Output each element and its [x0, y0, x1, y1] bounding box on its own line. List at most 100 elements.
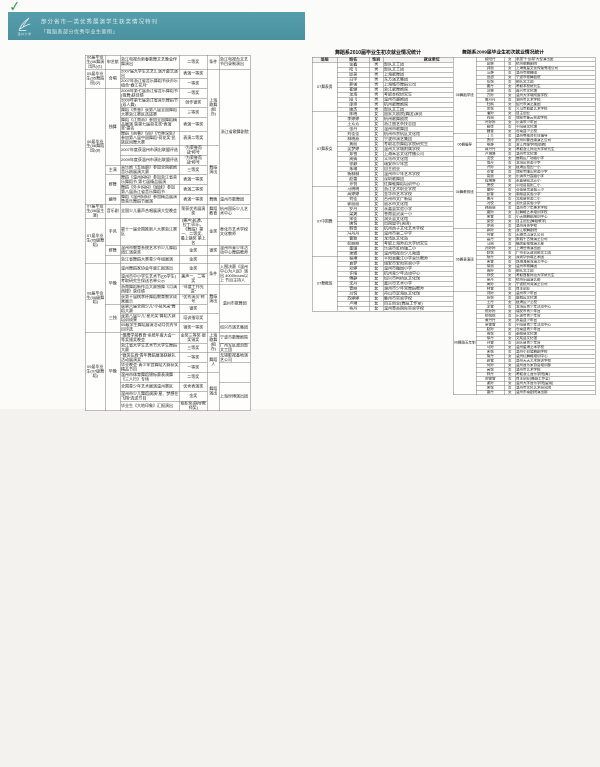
group-label-cell: 06舞教育班 — [453, 156, 477, 229]
cell: 上海歌舞(组办) — [207, 68, 220, 146]
table-row: 浙南舞蹈新作品大赛独舞《月满西楼》获佳绩 “年度工作先进” 舞蹈演出 温州市歌舞团 — [85, 284, 251, 324]
header-row: 班级 姓名 性别 就业单位 — [312, 57, 481, 63]
group-label-cell: 06舞蹈学班 — [453, 57, 477, 134]
cell: 无锡影视基地演艺公司 — [219, 352, 251, 364]
cell: 合唱 — [105, 68, 121, 89]
cell: 第十一届全国推新人大赛浙江赛区 — [120, 217, 180, 246]
cell: 三等奖 — [179, 107, 208, 118]
cell: 二等奖 — [179, 55, 208, 70]
cell — [219, 255, 251, 264]
table-row: 07届毕业生(06届主演) 音乐剧 全国少儿童声合唱展演大型晚会 荣获优秀展演奖 舞蹈教… — [85, 204, 251, 219]
cell: 组织奖(指导教师奖) — [179, 401, 208, 412]
cell — [207, 255, 220, 264]
cell: 音乐剧《五姑娘》参加全国歌剧音乐剧展演大赛 — [120, 165, 180, 176]
cell: 温州市少儿舞蹈调演“星、梦想在飞翔”选送节目 — [120, 391, 180, 402]
cell: 毕晚 — [105, 332, 121, 412]
cell: 金奖 — [207, 217, 220, 246]
cell: “年度工作先进” — [179, 284, 208, 295]
cell: 奉化市艺术学校文化教师 — [219, 217, 251, 246]
cell: 独舞 — [105, 88, 121, 166]
table-row: 2007年浙江省音乐舞蹈节获声乐组合“春江花月” 一等奖 — [85, 78, 250, 89]
cell: 女 — [504, 390, 516, 395]
cell: 美声一、二等奖 — [179, 273, 208, 285]
cell: 银奖 — [179, 303, 208, 314]
table-row: 09届毕业生(07级舞蹈) 毕晚 “雏鹰学前教育”系统年度大会一等奖颁奖晚会 金奖三等… — [85, 332, 251, 412]
cell: 浙江省舞蹈大赛青少年组展演 — [120, 255, 180, 264]
cell: 浙江省大学生艺术节大学生舞蹈大赛 — [120, 343, 180, 354]
table-row: 全国青少年艺术展演温州赛区 优秀表演奖 上海世博演出团 — [85, 382, 251, 412]
cell: 舞蹈演出 — [207, 145, 220, 196]
cell: 舞蹈《温州妈妈》参加精品展演暨音乐舞蹈节展演 — [120, 194, 180, 205]
cell: 2009年第七届浙江省音乐舞蹈节(独舞)获佳绩 — [120, 88, 180, 99]
banner-title-line1: 部分省市一类优秀展演学生获奖情况特刊 — [41, 18, 158, 25]
cell: 一等奖 — [179, 88, 208, 99]
cell: 表演一等奖 — [179, 68, 208, 79]
table-row: 三独 获第六届全国少儿“小荷风采”舞蹈大赛 银奖 — [85, 303, 250, 333]
group-label-cell: 06舞编导 — [453, 133, 477, 157]
table-row: 唐丹女温州东南剧院演出部 — [453, 390, 596, 395]
cell: 三等奖 — [179, 165, 208, 176]
table-row: 07届毕业生(05级舞蹈) 手风 第十一届全国推新人大赛浙江赛区 (美声)民通、拉丁/… — [85, 217, 251, 264]
cell: 毕业生《大地印象》汇报演出 — [120, 401, 180, 412]
cell: 广州军区政治部文工团 — [219, 343, 251, 354]
cell: 申艺航 — [105, 55, 121, 70]
cell: 表演一等奖 — [179, 194, 208, 205]
cell: 舞蹈《江南雨》参加全国舞蹈精品展演 获第七届荷花奖“表演奖”提名 — [120, 117, 180, 132]
cell: (美声)民通、拉丁/声乐、《舞蹈》第一、二等奖、最上镜奖 第上名 — [179, 217, 208, 246]
cell: 温州市歌舞团 — [219, 194, 251, 205]
cell: 表演一等奖 — [179, 117, 208, 132]
group-label-cell: 06舞表演班 — [453, 228, 477, 292]
cell: “微笑在肩”青年舞蹈展演获献礼活动展演奖 — [120, 352, 180, 364]
cell — [219, 362, 251, 383]
banner-title-line2: 「舞蹈系部分优秀毕业生案例」 — [41, 29, 118, 35]
cell: 金奖 — [179, 245, 208, 256]
table-row: 舞蹈《雨巷》《荷》《竹林深处》参加第八届中国舞蹈“荷花奖”民族民间舞大赛 表演二等… — [85, 131, 250, 146]
cell: 浙江电视台新春歌舞文艺晚会伴舞演出 — [120, 55, 180, 70]
cell: 06届毕业生(06舞蹈班)(8) — [85, 88, 106, 205]
cell: 舞蹈《雨巷》《荷》《竹林深处》参加第八届中国舞蹈“荷花奖”民族民间舞大赛 — [120, 131, 180, 146]
right-table-title-wrap: 舞蹈系2009届毕业生初次就业情况统计 — [455, 48, 551, 56]
cell: 银奖 — [207, 245, 220, 256]
group-label-cell: 07舞表女 — [312, 111, 338, 187]
cell: 唐丹 — [476, 390, 505, 395]
group-label-cell: 07中国舞 — [312, 186, 338, 257]
cell: 09届毕业生(07级舞蹈) — [85, 332, 106, 412]
cell: 二等奖 — [179, 372, 208, 383]
cell: 温州市歌舞团 — [219, 284, 251, 324]
cell — [207, 313, 220, 333]
cell: 上海歌舞(组办) — [207, 332, 220, 354]
left-table: 06届毕业生(06舞演出队)(1) 申艺航 浙江电视台新春歌舞文艺晚会伴舞演出 二等奖… — [85, 55, 251, 412]
employment-2009-section: 06舞蹈学班 欧阳丹女参加“千岛湖”大型演出团 夏琳女杭州歌舞剧院 钟丽女上海鹰皇文化… — [453, 57, 596, 733]
cell: 优秀表演奖 — [179, 382, 208, 392]
logo-caption: 温州大学 — [17, 33, 32, 36]
cell: 浙江省歌舞剧院 — [219, 68, 251, 196]
cell: 05级学生舞蹈展演活动月优秀节目评选 — [120, 322, 180, 333]
right-table: 06舞蹈学班 欧阳丹女参加“千岛湖”大型演出团 夏琳女杭州歌舞剧院 钟丽女上海鹰皇文化… — [453, 57, 596, 395]
employment-2010-section: 班级 姓名 性别 就业单位 07舞表男 金鑫男部队文工团 陆飞男部队文工团 邱昊男上海歌舞团白… — [312, 57, 481, 566]
bird-logo-icon — [18, 17, 31, 31]
table-row: 唐悦女出国留学(英国) — [312, 221, 481, 227]
group-label-cell: 07舞教班 — [312, 256, 338, 312]
table-row: 舞蹈《外乡妈妈》《姐妹》参加第八届浙江省音乐舞蹈节 表演二等奖 — [85, 184, 250, 196]
table-row: 温州市少儿舞蹈调演“星、梦想在飞翔”选送节目 金奖 — [85, 391, 250, 402]
cell: 2007届大学生文艺汇演开幕式演出 — [120, 68, 180, 79]
cell: 舞蹈人 — [207, 352, 220, 373]
cell: 获第六届全国少儿“小荷风采”舞蹈大赛 — [120, 303, 180, 314]
cell: 2007年度获温州市演出联盟评选 — [120, 145, 180, 156]
cell: 2009年第七届浙江省音乐舞蹈节(双人舞) — [120, 97, 180, 108]
cell: 舞蹈教育 — [207, 204, 220, 219]
cell: 全国少儿童声合唱展演大型晚会 — [120, 204, 180, 219]
table-row: 05届毕业生(05舞蹈班)(2) 合唱 2007届大学生文艺汇演开幕式演出 表演一等奖… — [85, 68, 251, 196]
cell: 表演二等奖 — [179, 131, 208, 146]
table-row: 群舞 温州市教育系统艺术节少儿舞蹈团汇演获奖 金奖 银奖 温州市青少年活动中心舞蹈教师 — [85, 245, 251, 256]
cell: 2009年度获温州市演出联盟评选 — [120, 155, 180, 166]
cell: 女 — [369, 305, 384, 312]
cell: 条件 — [207, 55, 220, 70]
cell: 毕业晚会·青少年宫舞蹈大赛获奖精品节目 — [120, 362, 180, 373]
table-row: 温州市体育舞蹈锦标赛表演舞《三人行》专场 二等奖 舞蹈演出 — [85, 372, 250, 412]
cell: 全国青少年艺术展演温州赛区 — [120, 382, 180, 392]
cell: 群舞 — [105, 245, 121, 256]
cell: 舞晚 — [207, 194, 220, 205]
cell: 舞蹈《外乡妈妈》《姐妹》参加第八届浙江省音乐舞蹈节 — [120, 184, 180, 196]
table-row: 群舞 舞蹈《温州妈妈》参加浙江省音乐舞蹈节 第七届精品展演 表演一等奖 — [85, 174, 250, 196]
